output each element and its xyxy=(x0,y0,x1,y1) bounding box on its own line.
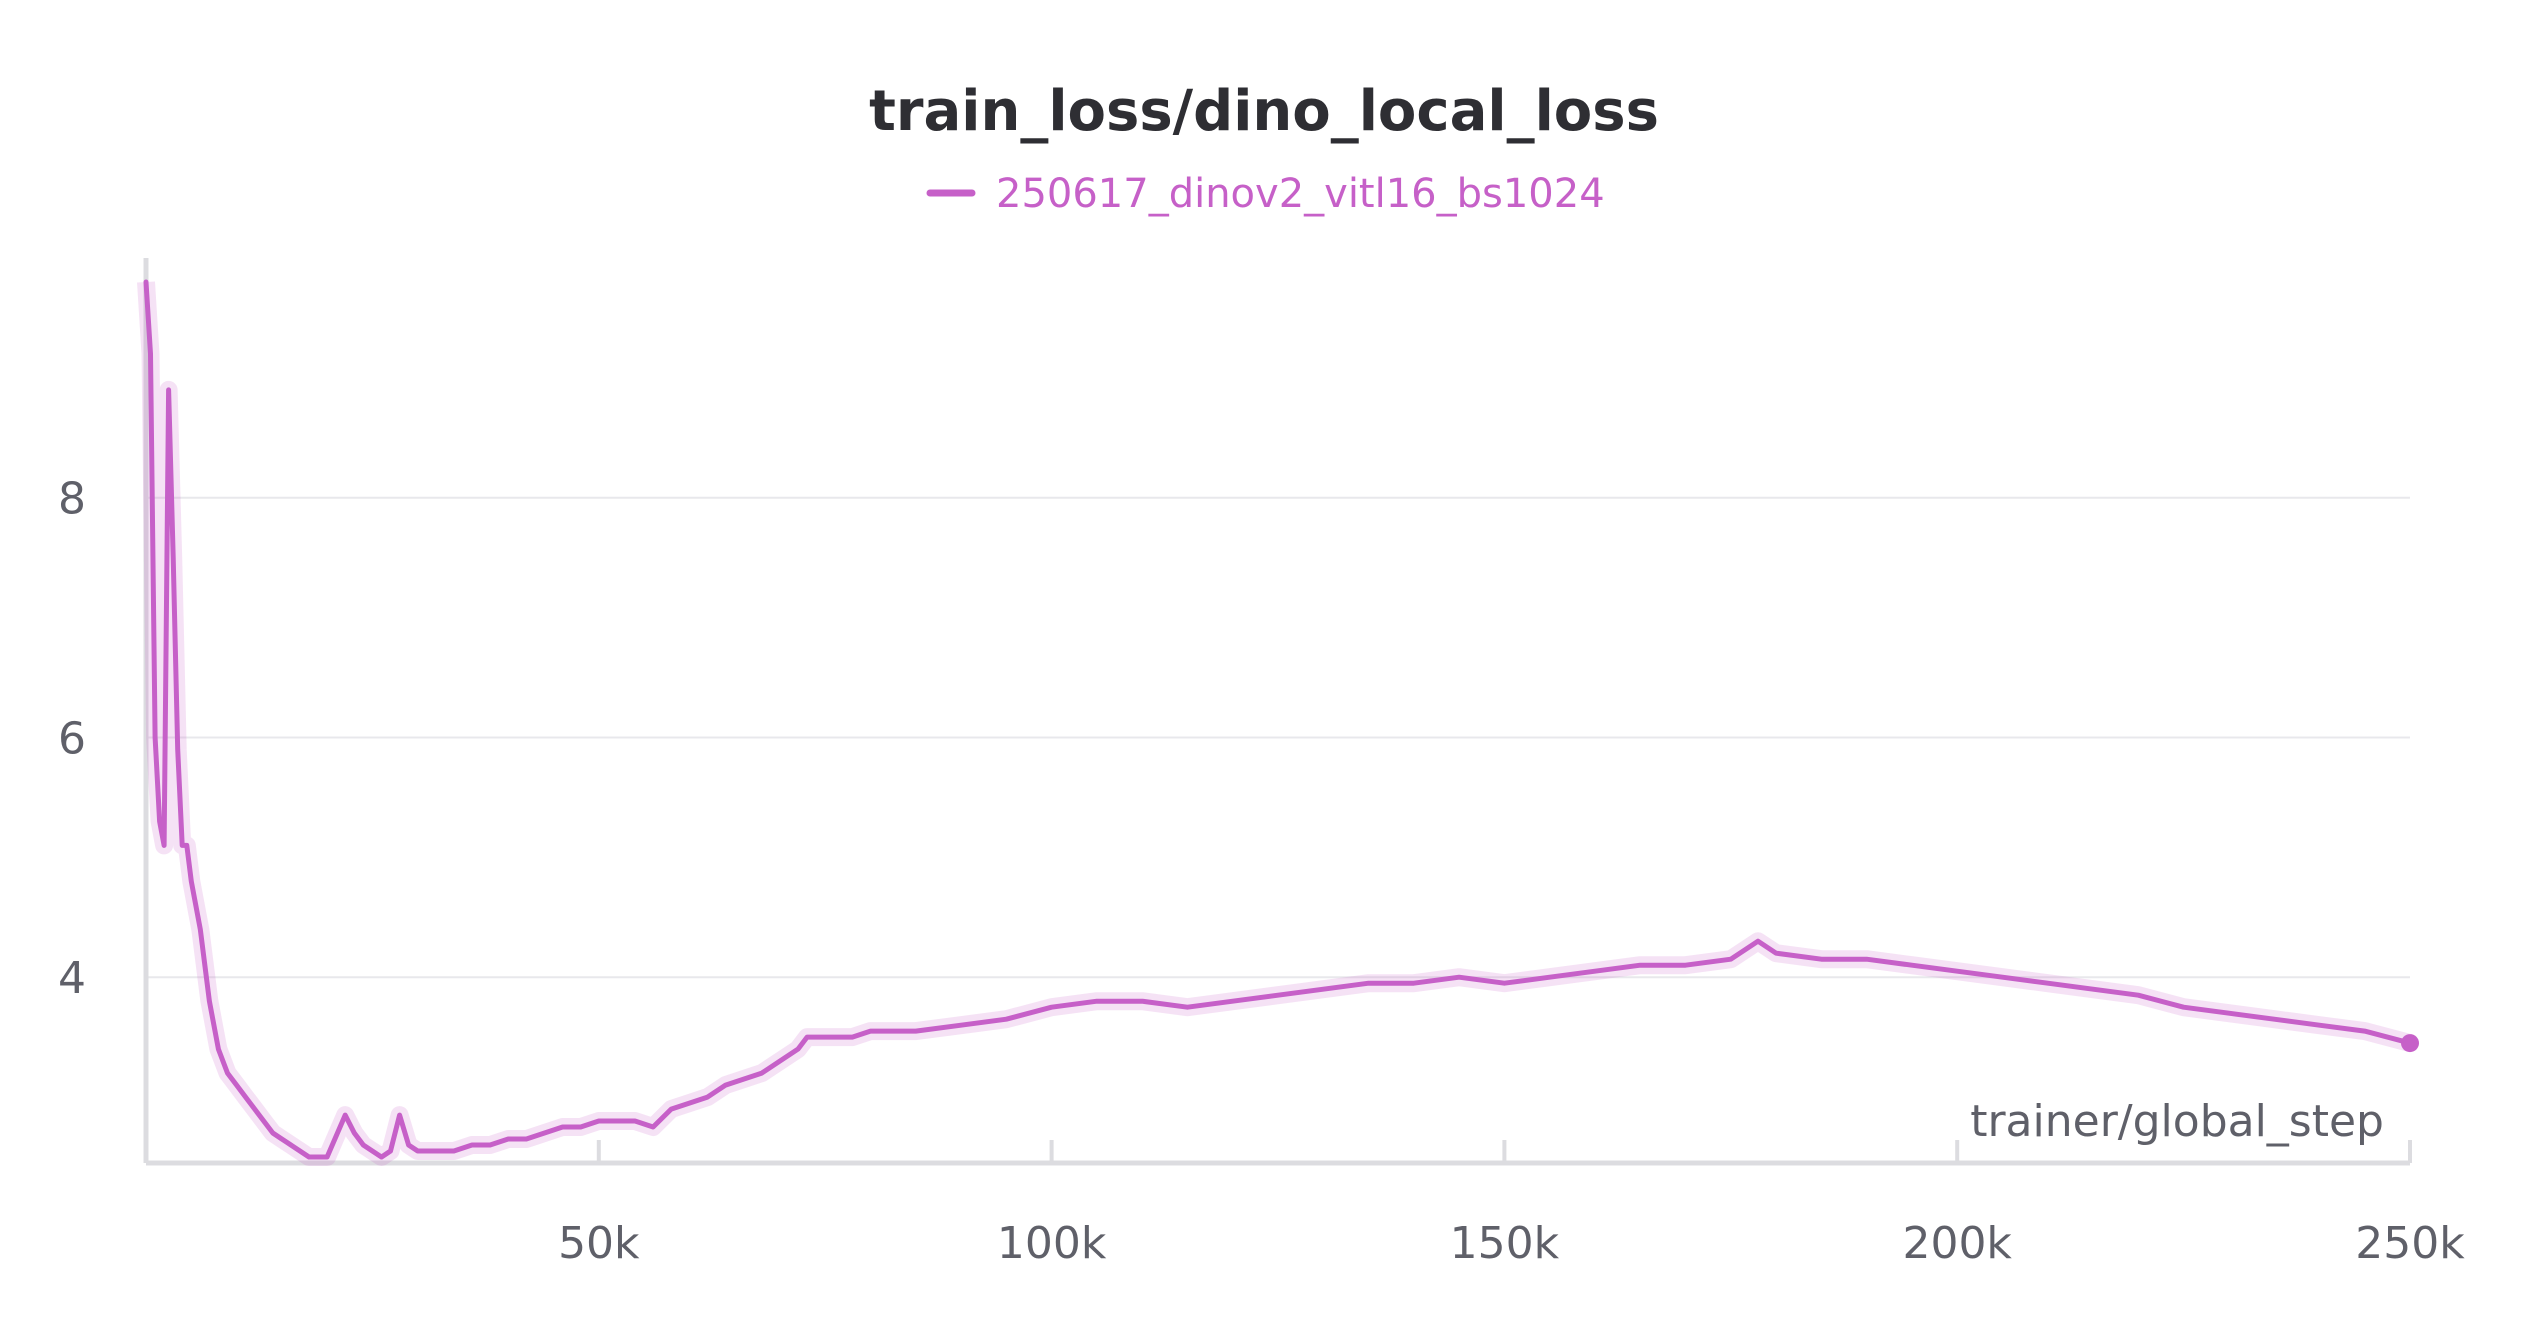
series-line xyxy=(143,279,2413,1160)
x-tick-label: 150k xyxy=(1450,1218,1560,1269)
x-axis-ticks: 50k 100k 150k 200k 250k xyxy=(558,1140,2465,1269)
series-layer xyxy=(137,279,2419,1166)
y-tick-label: 6 xyxy=(58,713,86,764)
x-tick-label: 100k xyxy=(997,1218,1107,1269)
legend-label: 250617_dinov2_vitl16_bs1024 xyxy=(996,171,1605,217)
y-tick-label: 4 xyxy=(58,953,86,1004)
gridlines xyxy=(146,496,2410,979)
series-band xyxy=(137,281,2413,1166)
chart-title: train_loss/dino_local_loss xyxy=(869,79,1659,144)
y-tick-label: 8 xyxy=(58,474,86,525)
data-point xyxy=(2401,1034,2419,1053)
x-tick-label: 250k xyxy=(2355,1218,2465,1269)
legend: 250617_dinov2_vitl16_bs1024 xyxy=(926,171,1605,217)
x-axis-label: trainer/global_step xyxy=(1970,1096,2384,1147)
x-tick-label: 200k xyxy=(1902,1218,2012,1269)
x-tick-label: 50k xyxy=(558,1218,640,1269)
y-axis-ticks: 4 6 8 xyxy=(58,474,86,1004)
